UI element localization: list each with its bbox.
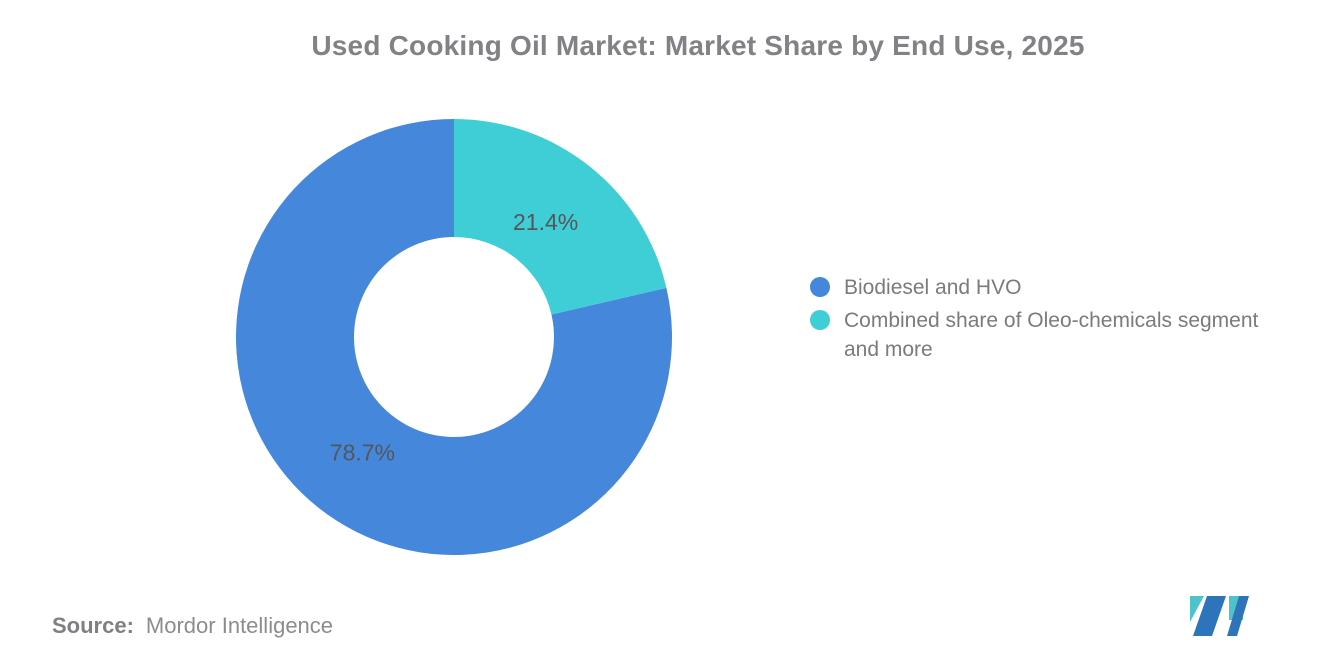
mordor-intelligence-logo bbox=[1190, 596, 1249, 636]
source-prefix: Source: bbox=[52, 613, 134, 638]
legend-item: Biodiesel and HVO bbox=[810, 273, 1300, 302]
pie-slice-1 bbox=[454, 119, 667, 315]
legend: Biodiesel and HVO Combined share of Oleo… bbox=[810, 273, 1300, 368]
donut-chart: 78.7% 21.4% bbox=[235, 119, 672, 555]
pie-slice-0 bbox=[235, 119, 672, 555]
logo-blue-band-left bbox=[1193, 596, 1226, 636]
chart-title: Used Cooking Oil Market: Market Share by… bbox=[311, 30, 1085, 61]
logo-blue-band-right bbox=[1227, 596, 1249, 636]
legend-item: Combined share of Oleo-chemicals segment… bbox=[810, 306, 1300, 364]
source-label: Source: Mordor Intelligence bbox=[52, 613, 333, 639]
source-text: Mordor Intelligence bbox=[145, 613, 334, 638]
legend-label: Combined share of Oleo-chemicals segment… bbox=[844, 309, 1259, 361]
slice-label-1: 21.4% bbox=[513, 209, 578, 235]
legend-swatch-biodiesel bbox=[810, 277, 830, 297]
donut-chart-area: 78.7% 21.4% bbox=[224, 107, 684, 567]
legend-swatch-oleo-chemicals bbox=[810, 310, 830, 330]
slice-label-0: 78.7% bbox=[330, 439, 395, 465]
logo-teal-triangle bbox=[1190, 596, 1204, 622]
legend-label: Biodiesel and HVO bbox=[844, 276, 1022, 299]
